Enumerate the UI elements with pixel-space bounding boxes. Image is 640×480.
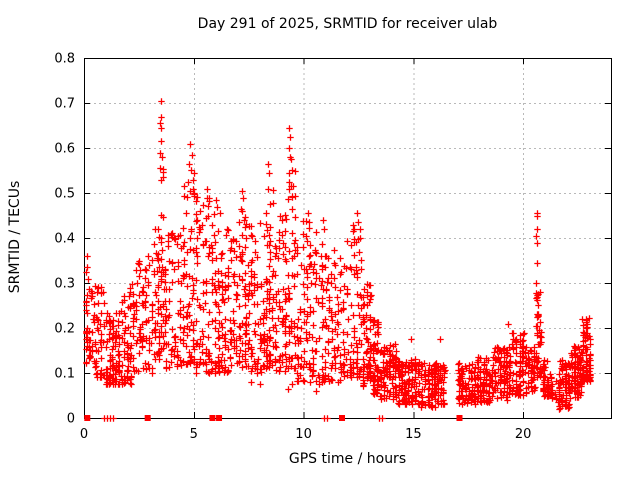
series-srmtid [83,98,594,413]
tick-labels: 0 5 10 15 20 0 0.1 0.2 0.3 0.4 0.5 0.6 0.7 0.8 [54,52,531,443]
x-tick-label: 0 [80,427,88,442]
y-tick-label: 0.6 [54,142,75,157]
y-tick-label: 0.3 [54,277,75,292]
y-tick-label: 0.5 [54,187,75,202]
chart-title: Day 291 of 2025, SRMTID for receiver ula… [197,16,498,32]
x-tick-label: 15 [405,427,422,442]
y-tick-label: 0.4 [54,232,75,247]
y-tick-label: 0.2 [54,322,75,337]
y-tick-label: 0.1 [54,367,75,382]
x-axis-label: GPS time / hours [288,451,407,467]
y-tick-label: 0.7 [54,97,75,112]
series-zero-flag-ticks [101,415,386,422]
y-tick-label: 0 [67,412,75,427]
x-tick-label: 10 [295,427,312,442]
x-tick-label: 5 [190,427,198,442]
x-tick-label: 20 [515,427,532,442]
y-tick-label: 0.8 [54,52,75,67]
series-zero-flag-squares [84,415,463,421]
